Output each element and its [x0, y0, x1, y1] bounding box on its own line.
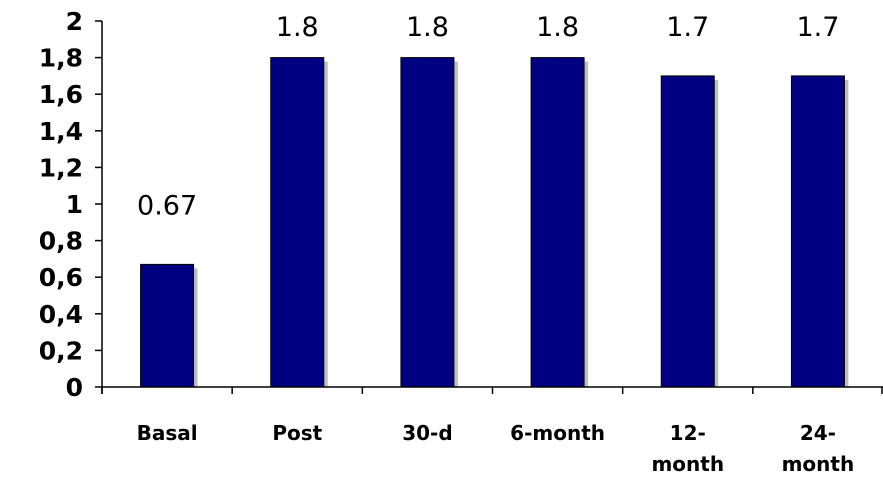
bar-3 [530, 57, 585, 388]
x-tick-labels: Basal Post 30-d 6-month 12- month 24- month [137, 421, 855, 476]
x-tick-label-line: 30-d [402, 421, 452, 445]
y-tick-label: 2 [66, 7, 83, 36]
bars-layer [140, 57, 849, 388]
data-label-3: 1.8 [536, 12, 579, 43]
x-tick-label-line: 24- [800, 421, 836, 445]
x-tick-label: 12- month [651, 421, 724, 476]
x-tick-label: Basal [137, 421, 198, 445]
data-label-1: 1.8 [276, 12, 319, 43]
data-label-0: 0.67 [137, 190, 197, 221]
data-label-5: 1.7 [796, 12, 839, 43]
axes-layer [95, 20, 883, 394]
x-tick-label: Post [272, 421, 322, 445]
y-tick-label: 0,6 [39, 263, 83, 292]
y-tick-labels: 0 0,2 0,4 0,6 0,8 1 1,2 1,4 1,6 1,8 2 [39, 7, 83, 402]
x-tick-label: 6-month [510, 421, 605, 445]
x-tick-label-line: month [651, 452, 724, 476]
y-tick-label: 1,4 [39, 117, 83, 146]
bar-0 [140, 263, 195, 388]
x-tick-label-line: 12- [670, 421, 706, 445]
y-tick-label: 0,8 [39, 227, 83, 256]
y-tick-label: 0 [66, 373, 83, 402]
data-labels: 0.67 1.8 1.8 1.8 1.7 1.7 [137, 12, 839, 221]
y-tick-label: 1,8 [39, 44, 83, 73]
bar-5 [790, 75, 845, 388]
x-tick-label: 24- month [782, 421, 855, 476]
data-label-2: 1.8 [406, 12, 449, 43]
y-tick-label: 1,6 [39, 80, 83, 109]
bar-4 [660, 75, 715, 388]
y-tick-label: 1 [66, 190, 83, 219]
bar-2 [400, 57, 455, 388]
y-tick-label: 0,2 [39, 336, 83, 365]
x-tick-label-line: Post [272, 421, 322, 445]
x-tick-label-line: month [782, 452, 855, 476]
y-tick-label: 0,4 [39, 300, 83, 329]
x-tick-label-line: 6-month [510, 421, 605, 445]
y-tick-label: 1,2 [39, 153, 83, 182]
x-tick-label-line: Basal [137, 421, 198, 445]
data-label-4: 1.7 [666, 12, 709, 43]
bar-1 [270, 57, 325, 388]
x-tick-label: 30-d [402, 421, 452, 445]
